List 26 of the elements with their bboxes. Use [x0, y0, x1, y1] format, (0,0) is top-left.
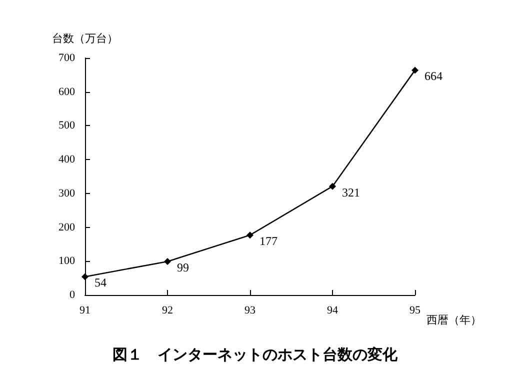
data-label: 54 — [94, 276, 106, 290]
data-label: 99 — [177, 260, 189, 274]
y-tick-label: 600 — [58, 86, 76, 98]
y-tick-label: 300 — [58, 187, 76, 200]
y-axis-title: 台数（万台） — [52, 32, 118, 45]
data-label: 664 — [424, 69, 442, 84]
point — [412, 66, 418, 74]
y-tick-label: 0 — [70, 289, 76, 301]
point — [329, 182, 336, 190]
point — [164, 258, 171, 265]
x-tick-label: 94 — [327, 304, 338, 316]
y-tick-label: 400 — [58, 154, 76, 166]
x-tick-label: 91 — [80, 304, 90, 316]
y-tick-label: 100 — [58, 255, 76, 268]
x-tick-label: 93 — [244, 304, 256, 316]
x-tick-label: 95 — [410, 304, 421, 316]
point — [246, 232, 254, 239]
text: 図１ インターネットのホスト台数の変化 — [112, 346, 398, 364]
x-tick-label: 92 — [162, 304, 173, 316]
data-label: 321 — [342, 185, 360, 200]
point — [82, 273, 88, 280]
y-tick-label: 700 — [58, 52, 76, 64]
y-tick-label: 500 — [58, 120, 76, 132]
y-tick-label: 200 — [58, 221, 76, 234]
data-label: 177 — [260, 234, 278, 248]
x-axis-title: 西暦（年） — [426, 314, 482, 326]
